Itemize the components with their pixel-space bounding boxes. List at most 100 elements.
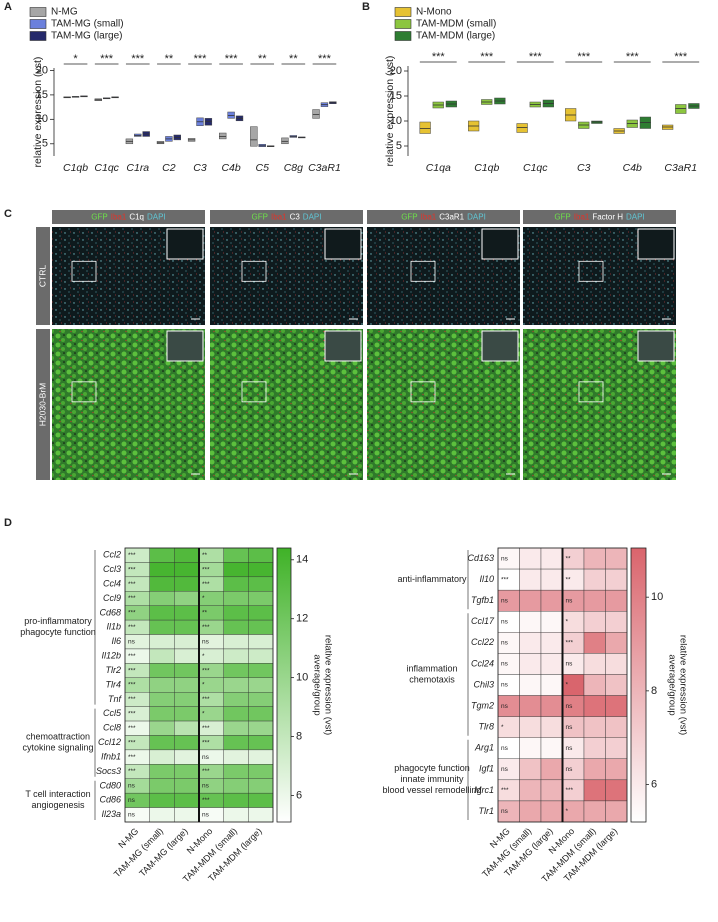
significance: * [501, 724, 504, 731]
heat-cell [149, 619, 175, 635]
row-label: H2030-BrM [37, 383, 47, 426]
group-label: innate immunity [400, 774, 464, 784]
box [281, 137, 289, 145]
heat-cell [583, 779, 606, 802]
heat-cell [149, 576, 175, 592]
x-tick-label: C4b [221, 162, 240, 174]
significance: *** [577, 51, 591, 63]
heat-cell [174, 663, 200, 678]
y-tick-label: 15 [36, 89, 48, 101]
heat-cell [149, 591, 175, 606]
heat-cell [248, 648, 274, 664]
box [219, 132, 227, 140]
heat-cell [174, 692, 200, 707]
row-label: Ccl12 [98, 737, 121, 747]
stain-header: GFP Iba1 C1q DAPI [91, 213, 165, 222]
heat-cell [149, 792, 175, 808]
significance: * [202, 711, 205, 718]
x-tick-label: C3aR1 [308, 162, 341, 174]
stain-name: GFP [91, 213, 107, 222]
x-tick-label: C3 [577, 162, 591, 174]
colorbar-tick-label: 6 [651, 778, 657, 790]
heat-cell [223, 634, 249, 650]
significance: *** [566, 787, 574, 794]
significance: *** [225, 53, 239, 65]
row-label: Igf1 [479, 764, 494, 774]
heat-cell [605, 632, 628, 654]
heat-cell [223, 720, 249, 736]
x-tick-label: C1qc [523, 162, 548, 174]
group-label: cytokine signaling [22, 743, 93, 753]
significance: ns [566, 766, 574, 773]
heat-cell [605, 695, 628, 717]
significance: ns [566, 745, 574, 752]
stain-header: GFP Iba1 Factor H DAPI [554, 213, 644, 222]
significance: * [566, 808, 569, 815]
legend-label: TAM-MDM (small) [416, 19, 496, 30]
significance: ** [289, 53, 298, 65]
heat-cell [223, 764, 249, 779]
heat-cell [149, 778, 175, 794]
heat-cell [174, 677, 200, 693]
row-label: Ccl9 [103, 593, 121, 603]
legend-label: N-Mono [416, 7, 452, 18]
heat-cell [605, 653, 628, 675]
significance: *** [202, 739, 210, 746]
roi-box [410, 260, 436, 282]
significance: *** [128, 725, 136, 732]
row-label: Il23a [101, 809, 121, 819]
heat-cell [174, 547, 200, 563]
heat-cell [540, 737, 563, 759]
row-label: Ifnb1 [101, 751, 121, 761]
x-tick-label: C1ra [126, 162, 149, 174]
significance: ns [566, 661, 574, 668]
heat-cell [540, 758, 563, 781]
panel-label: B [362, 1, 370, 13]
box [204, 118, 213, 126]
heat-cell [583, 611, 606, 633]
row-label: Tlr2 [106, 665, 122, 675]
significance: *** [128, 610, 136, 617]
heat-cell [519, 779, 542, 802]
heat-cell [540, 568, 563, 591]
row-label: Ccl3 [103, 564, 121, 574]
row-label: Il6 [111, 636, 121, 646]
heat-cell [519, 589, 542, 612]
x-tick-label: C1qb [474, 162, 499, 174]
heat-cell [540, 800, 563, 823]
heat-cell [223, 677, 249, 693]
row-label: Cd163 [467, 553, 494, 563]
x-tick-label: C4b [623, 162, 642, 174]
heat-cell [248, 547, 274, 563]
image-header [367, 210, 520, 224]
heat-cell [223, 692, 249, 707]
significance: ns [501, 555, 509, 562]
row-label: CTRL [37, 265, 47, 287]
y-tick-label: 15 [390, 90, 402, 102]
stain-name: Iba1 [111, 213, 127, 222]
heat-cell [149, 562, 175, 578]
image-header [52, 210, 205, 224]
significance: *** [100, 53, 114, 65]
group-label: phagocyte function [20, 627, 96, 637]
colorbar-title: relative expression (vst) [322, 635, 333, 735]
y-axis-title: relative expression (vst) [32, 57, 44, 168]
heat-cell [248, 663, 274, 678]
roi-box [578, 381, 604, 403]
heat-cell [223, 706, 249, 722]
significance: ** [258, 53, 267, 65]
row-label: Ccl4 [103, 578, 121, 588]
x-tick-label: C2 [162, 162, 176, 174]
heat-cell [149, 663, 175, 678]
heat-cell [149, 764, 175, 779]
heat-cell [519, 632, 542, 654]
heat-cell [223, 605, 249, 621]
heat-cell [174, 706, 200, 722]
colorbar-tick-label: 10 [651, 591, 663, 603]
row-label: Ccl5 [103, 708, 122, 718]
stain-name: C3aR1 [439, 213, 464, 222]
heat-cell [223, 576, 249, 592]
stain-header: GFP Iba1 C3 DAPI [252, 213, 322, 222]
significance: *** [128, 552, 136, 559]
significance: *** [128, 653, 136, 660]
